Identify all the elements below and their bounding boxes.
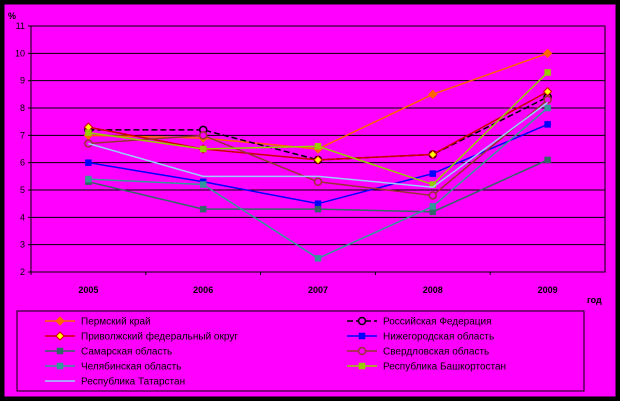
legend-item: Российская Федерация: [347, 317, 492, 328]
data-point: [314, 255, 322, 262]
data-point: [313, 177, 323, 187]
legend-item: Челябинская область: [45, 361, 181, 373]
data-point: [429, 203, 437, 210]
legend-item: Самарская область: [45, 346, 172, 358]
data-point: [428, 89, 438, 100]
data-point: [199, 205, 207, 213]
series-8: [85, 69, 551, 188]
data-point: [85, 175, 92, 183]
data-point: [198, 131, 208, 140]
legend-label: Самарская область: [81, 346, 172, 358]
x-tick-label: 2006: [193, 285, 213, 295]
data-point: [199, 145, 207, 153]
legend-marker: [55, 316, 65, 326]
data-point: [314, 205, 322, 213]
legend-marker: [55, 331, 65, 341]
legend-label: Пермский край: [81, 317, 151, 328]
y-axis-label: %: [8, 11, 16, 21]
x-axis-label: год: [587, 295, 602, 305]
legend: Пермский край Российская Федерация Приволж…: [16, 310, 585, 392]
legend-label: Свердловская область: [383, 346, 489, 358]
x-tick-label: 2007: [308, 285, 328, 295]
series-line: [88, 96, 548, 161]
legend-marker: [358, 332, 366, 340]
legend-label: Приволжский федеральный округ: [81, 331, 238, 343]
y-tick-label: 6: [20, 158, 25, 168]
data-point: [313, 155, 323, 165]
legend-marker: [56, 362, 64, 370]
legend-label: Республика Башкортостан: [383, 361, 506, 373]
data-point: [85, 159, 92, 166]
data-point: [428, 191, 438, 200]
y-tick-label: 3: [20, 240, 25, 250]
y-tick-label: 10: [15, 48, 25, 58]
data-point: [85, 129, 92, 136]
series-7: [85, 104, 551, 262]
legend-box: [16, 310, 585, 392]
legend-item: Республика Татарстан: [45, 376, 185, 388]
legend-marker: [357, 316, 367, 326]
legend-label: Республика Татарстан: [81, 376, 185, 388]
x-tick-label: 2005: [78, 285, 98, 295]
legend-label: Челябинская область: [81, 361, 181, 373]
y-tick-label: 2: [20, 267, 25, 277]
series-9: [88, 101, 549, 189]
data-point: [199, 181, 207, 188]
legend-marker: [358, 362, 366, 370]
x-tick-label: 2009: [538, 285, 558, 295]
y-tick-label: 11: [16, 21, 25, 31]
legend-label: Российская Федерация: [383, 317, 492, 328]
y-tick-label: 8: [20, 103, 25, 113]
y-tick-label: 7: [20, 130, 25, 140]
series-6: [84, 95, 552, 200]
y-tick-label: 4: [20, 212, 25, 222]
data-point: [544, 104, 551, 112]
data-point: [428, 149, 438, 160]
data-point: [429, 208, 437, 216]
series-line: [88, 101, 549, 189]
legend-item: Приволжский федеральный округ: [45, 331, 238, 343]
legend-label: Нижегородская область: [383, 331, 494, 343]
data-point: [544, 121, 551, 128]
data-point: [429, 170, 437, 177]
data-point: [543, 95, 552, 105]
legend-marker: [56, 347, 64, 355]
data-point: [544, 156, 551, 164]
y-tick-label: 5: [20, 185, 25, 195]
legend-item: Республика Башкортостан: [347, 361, 506, 373]
x-tick-label: 2008: [423, 285, 443, 295]
legend-item: Нижегородская область: [347, 331, 494, 343]
legend-item: Свердловская область: [347, 346, 489, 358]
data-point: [314, 143, 322, 150]
plot-area: 2 3 4 5 6 7 8 9 10 11 2005 2006 2007 2008 2009: [15, 21, 606, 295]
legend-item: Пермский край: [45, 316, 151, 328]
data-point: [314, 200, 322, 207]
y-tick-label: 9: [20, 76, 25, 86]
data-point: [542, 48, 553, 59]
legend-marker: [357, 346, 367, 356]
series-3: [83, 86, 553, 165]
data-point: [544, 69, 551, 76]
